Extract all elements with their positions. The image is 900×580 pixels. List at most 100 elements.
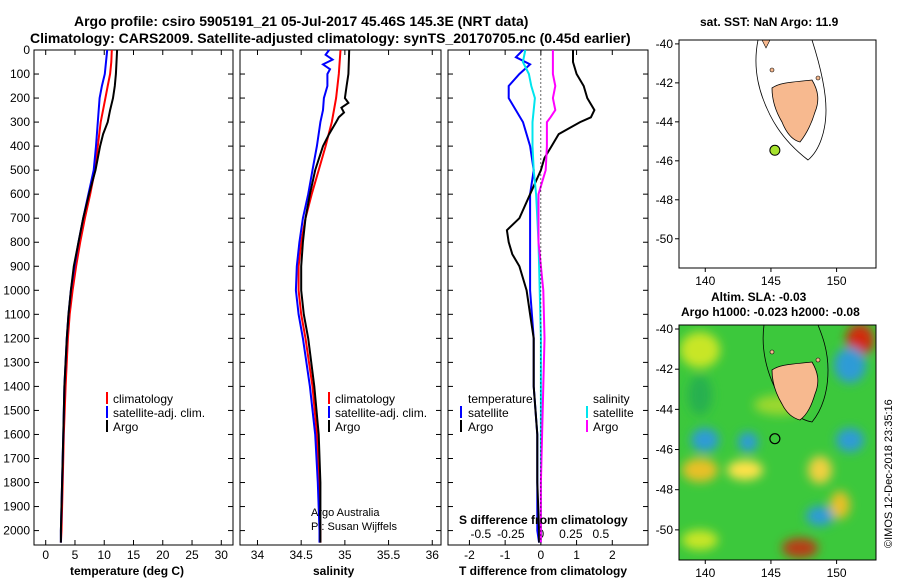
sst-map-lon-ticks: 140 145 150 bbox=[695, 268, 847, 288]
x-tick-label: 30 bbox=[215, 548, 229, 562]
x-tick-label: 15 bbox=[127, 548, 141, 562]
temperature-x-label: temperature (deg C) bbox=[70, 564, 184, 578]
x-tick-label: 34.5 bbox=[289, 548, 313, 562]
depth-tick-label: 1000 bbox=[3, 283, 30, 297]
sst-map-argo-position bbox=[769, 144, 781, 156]
depth-tick-label: 400 bbox=[10, 139, 30, 153]
lon-tick-label: 140 bbox=[695, 566, 715, 580]
depth-tick-label: 1400 bbox=[3, 379, 30, 393]
lat-tick-label: -40 bbox=[656, 37, 674, 51]
x-tick-label: 0 bbox=[42, 548, 49, 562]
king-island bbox=[769, 67, 775, 73]
argo-position-marker bbox=[769, 433, 781, 445]
depth-tick-label: 800 bbox=[10, 235, 30, 249]
tasmania-land bbox=[771, 361, 819, 421]
s-diff-tick-label: -0.25 bbox=[497, 527, 525, 541]
t-diff-x-label: T difference from climatology bbox=[459, 564, 627, 578]
title-line-2: Climatology: CARS2009. Satellite-adjuste… bbox=[30, 30, 631, 46]
flinders-island bbox=[815, 357, 821, 363]
difference-legend: temperature satellite Argo salinity sate… bbox=[460, 392, 634, 434]
legend-label-satellite: satellite-adj. clim. bbox=[113, 406, 205, 420]
legend-label-argo: Argo bbox=[335, 420, 361, 434]
sla-blobs bbox=[680, 325, 874, 558]
temperature-x-ticks: 0 5 10 15 20 25 30 bbox=[42, 50, 228, 562]
depth-tick-label: 1800 bbox=[3, 476, 30, 490]
lon-tick-label: 150 bbox=[827, 274, 847, 288]
lat-tick-label: -50 bbox=[656, 232, 674, 246]
legend-label-s-satellite: satellite bbox=[593, 406, 634, 420]
depth-tick-label: 1700 bbox=[3, 451, 30, 465]
depth-tick-label: 0 bbox=[23, 43, 30, 57]
x-tick-label: 0 bbox=[538, 548, 545, 562]
sst-map-lat-ticks: -40 -42 -44 -46 -48 -50 bbox=[656, 37, 679, 246]
argo-position-marker bbox=[769, 144, 781, 156]
series-argo bbox=[300, 49, 351, 543]
depth-tick-label: 2000 bbox=[3, 524, 30, 538]
lat-tick-label: -50 bbox=[656, 523, 674, 537]
depth-tick-label: 1900 bbox=[3, 500, 30, 514]
title-line-1: Argo profile: csiro 5905191_21 05-Jul-20… bbox=[74, 13, 528, 29]
depth-tick-label: 500 bbox=[10, 163, 30, 177]
mainland-land bbox=[761, 40, 771, 49]
x-tick-label: 35 bbox=[338, 548, 352, 562]
credit-line-2: PI: Susan Wijffels bbox=[311, 521, 397, 533]
series-t-argo bbox=[505, 50, 596, 543]
x-tick-label: 5 bbox=[72, 548, 79, 562]
sla-map-title-1: Altim. SLA: -0.03 bbox=[711, 290, 807, 304]
series-t-satellite bbox=[507, 49, 541, 543]
sla-map-lon-ticks: 140 145 150 bbox=[695, 560, 847, 580]
depth-tick-label: 900 bbox=[10, 259, 30, 273]
tasmania-land bbox=[771, 79, 819, 143]
x-tick-label: -2 bbox=[464, 548, 475, 562]
lat-tick-label: -44 bbox=[656, 115, 674, 129]
legend-label-satellite: satellite-adj. clim. bbox=[335, 406, 427, 420]
depth-tick-label: 1200 bbox=[3, 331, 30, 345]
lon-tick-label: 150 bbox=[827, 566, 847, 580]
sla-map-panel: Altim. SLA: -0.03 Argo h1000: -0.023 h20… bbox=[656, 290, 895, 580]
series-argo bbox=[59, 49, 119, 543]
x-tick-label: 36 bbox=[426, 548, 440, 562]
difference-axes-frame bbox=[447, 49, 649, 546]
t-diff-x-ticks: -2 -1 0 1 2 bbox=[464, 50, 616, 562]
x-tick-label: 1 bbox=[573, 548, 580, 562]
x-tick-label: 25 bbox=[185, 548, 199, 562]
lat-tick-label: -48 bbox=[656, 483, 674, 497]
s-diff-x-label: S difference from climatology bbox=[459, 513, 628, 527]
temperature-legend: climatology satellite-adj. clim. Argo bbox=[106, 392, 205, 434]
sst-map-geography bbox=[755, 40, 827, 161]
sst-map-frame bbox=[678, 39, 877, 269]
credit-line-1: Argo Australia bbox=[311, 507, 380, 519]
lat-tick-label: -44 bbox=[656, 402, 674, 416]
depth-axis: 0 100 200 300 400 500 600 700 800 900 1000 1100 1200… bbox=[3, 43, 648, 538]
lat-tick-label: -46 bbox=[656, 443, 674, 457]
x-tick-label: 20 bbox=[156, 548, 170, 562]
sla-map-frame bbox=[678, 324, 877, 561]
depth-tick-label: 300 bbox=[10, 115, 30, 129]
legend-label-argo: Argo bbox=[113, 420, 139, 434]
difference-profiles bbox=[505, 49, 596, 545]
sla-field bbox=[679, 325, 876, 560]
depth-tick-label: 1500 bbox=[3, 403, 30, 417]
legend-label-s-argo: Argo bbox=[593, 420, 619, 434]
isobath-contour bbox=[755, 40, 827, 161]
depth-tick-label: 1100 bbox=[4, 307, 30, 321]
series-satellite-adj-clim- bbox=[294, 49, 335, 543]
lon-tick-label: 145 bbox=[761, 274, 781, 288]
depth-tick-label: 700 bbox=[10, 211, 30, 225]
salinity-x-label: salinity bbox=[313, 564, 355, 578]
sst-map-panel: sat. SST: NaN Argo: 11.9 -40 -42 -44 -46 -48… bbox=[656, 15, 877, 288]
salinity-profiles bbox=[294, 49, 351, 543]
x-tick-label: 35.5 bbox=[377, 548, 401, 562]
sla-map-title-2: Argo h1000: -0.023 h2000: -0.08 bbox=[681, 305, 860, 319]
sla-map-argo-position bbox=[769, 433, 781, 445]
x-tick-label: 10 bbox=[98, 548, 112, 562]
series-s-argo bbox=[537, 50, 557, 543]
sst-map-title: sat. SST: NaN Argo: 11.9 bbox=[700, 15, 839, 29]
isobath-contour bbox=[762, 325, 829, 423]
series-climatology bbox=[297, 49, 342, 543]
salinity-legend: climatology satellite-adj. clim. Argo bbox=[328, 392, 427, 434]
legend-label-t-satellite: satellite bbox=[468, 406, 509, 420]
legend-label-t-argo: Argo bbox=[468, 420, 494, 434]
x-tick-label: 34 bbox=[251, 548, 265, 562]
